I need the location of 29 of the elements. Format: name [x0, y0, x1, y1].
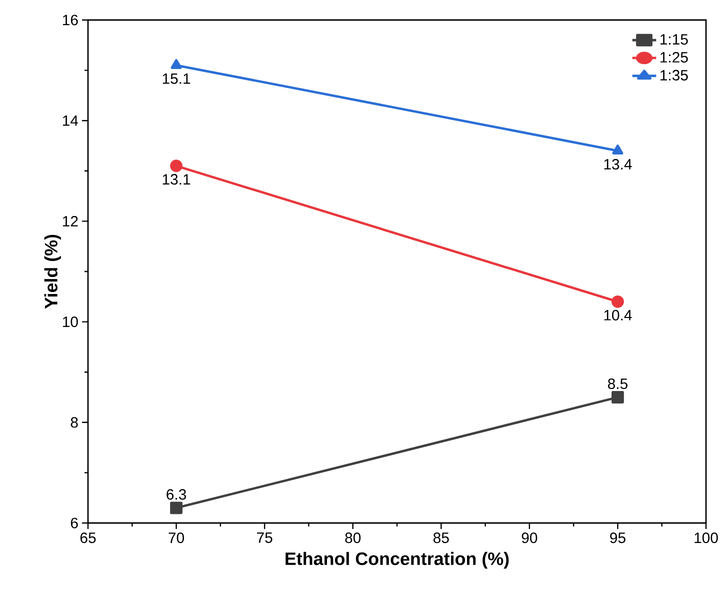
- legend-label: 1:35: [660, 70, 688, 80]
- y-axis-title: Yield (%): [44, 234, 62, 309]
- x-tick-label: 95: [610, 532, 626, 544]
- data-label: 6.3: [166, 489, 186, 500]
- x-tick-label: 100: [694, 532, 718, 544]
- x-tick-label: 85: [433, 532, 449, 544]
- y-tick-label: 8: [70, 417, 78, 428]
- y-tick-label: 6: [70, 518, 78, 528]
- data-label: 13.1: [162, 174, 190, 185]
- x-tick-label: 75: [257, 532, 272, 543]
- x-tick-label: 80: [345, 532, 361, 544]
- legend-label: 1:25: [660, 52, 688, 63]
- y-tick-label: 14: [63, 115, 78, 126]
- y-tick-label: 16: [63, 14, 78, 26]
- y-tick-label: 10: [63, 316, 78, 328]
- data-label: 10.4: [604, 310, 632, 320]
- x-tick-label: 65: [80, 532, 96, 544]
- point: [170, 502, 182, 514]
- y-tick-label: 12: [63, 216, 78, 226]
- data-label: 15.1: [162, 73, 190, 84]
- x-axis-title: Ethanol Concentration (%): [286, 552, 509, 569]
- point: [170, 160, 182, 172]
- x-tick-label: 90: [522, 532, 538, 544]
- legend-label: 1:15: [660, 34, 688, 45]
- x-tick-label: 70: [168, 532, 184, 544]
- point: [612, 391, 624, 404]
- data-label: 13.4: [604, 158, 632, 170]
- data-label: 8.5: [608, 378, 628, 390]
- point: [612, 295, 624, 308]
